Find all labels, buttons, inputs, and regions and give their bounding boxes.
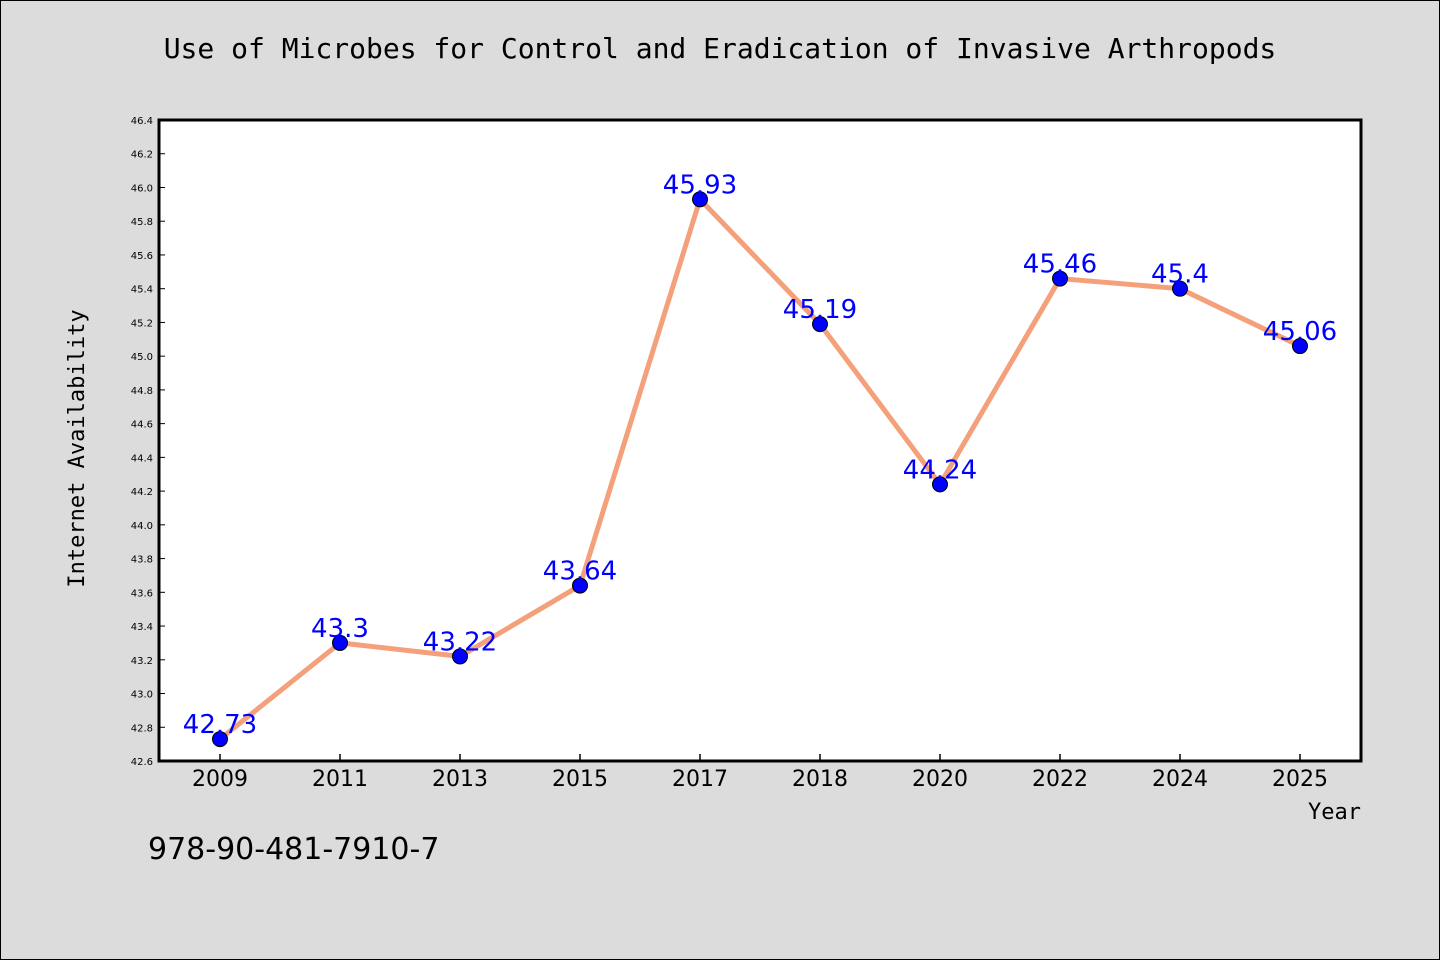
x-tick-label: 2018 <box>792 767 848 792</box>
y-tick-label: 44.4 <box>131 453 153 464</box>
x-tick-label: 2022 <box>1032 767 1088 792</box>
y-tick-label: 44.2 <box>131 487 153 498</box>
y-tick-label: 45.2 <box>131 318 153 329</box>
isbn-text: 978-90-481-7910-7 <box>148 832 440 867</box>
y-axis-label: Internet Availability <box>65 309 90 587</box>
x-tick-label: 2009 <box>192 767 248 792</box>
y-tick-label: 43.6 <box>131 588 153 599</box>
x-tick-label: 2013 <box>432 767 488 792</box>
plot-area <box>157 118 1363 763</box>
data-label: 45.19 <box>783 295 857 325</box>
y-tick-label: 42.8 <box>131 723 153 734</box>
y-tick-label: 45.8 <box>131 217 153 228</box>
data-labels: 42.73 43.3 43.22 43.64 45.93 45.19 44.24 45.46 4… <box>183 170 1337 740</box>
x-tick-label: 2011 <box>312 767 368 792</box>
series-line <box>218 196 1302 742</box>
y-tick-label: 42.6 <box>131 757 153 768</box>
data-point <box>812 316 828 333</box>
y-axis: 42.6 42.8 43.0 43.2 43.4 43.6 43.8 44.0 44.2 44.4… <box>131 116 165 768</box>
y-tick-label: 43.8 <box>131 555 153 566</box>
data-point <box>932 476 948 493</box>
x-tick-label: 2024 <box>1152 767 1208 792</box>
data-label: 44.24 <box>903 455 977 485</box>
y-tick-label: 46.4 <box>131 116 153 127</box>
chart-title: Use of Microbes for Control and Eradicat… <box>163 32 1277 65</box>
data-point <box>332 634 348 651</box>
data-label: 42.73 <box>183 710 257 740</box>
data-point <box>572 577 588 594</box>
y-tick-label: 45.6 <box>131 251 153 262</box>
y-tick-label: 44.6 <box>131 420 153 431</box>
data-label: 45.46 <box>1023 250 1097 280</box>
y-tick-label: 43.2 <box>131 656 153 667</box>
data-point <box>1052 270 1068 287</box>
y-tick-label: 46.0 <box>131 183 153 194</box>
data-label: 43.3 <box>311 614 369 644</box>
x-axis: 2009 2011 2013 2015 2017 2018 2020 2022 2024 2025 <box>192 754 1328 792</box>
y-tick-label: 44.8 <box>131 386 153 397</box>
data-label: 45.4 <box>1151 260 1209 290</box>
x-tick-label: 2020 <box>912 767 968 792</box>
y-tick-label: 43.4 <box>131 622 153 633</box>
data-point <box>212 731 228 748</box>
series-markers <box>212 191 1308 748</box>
x-tick-label: 2015 <box>552 767 608 792</box>
data-label: 45.06 <box>1263 317 1337 347</box>
y-tick-label: 45.0 <box>131 352 153 363</box>
y-tick-label: 44.0 <box>131 521 153 532</box>
x-axis-label: Year <box>1308 800 1361 825</box>
data-label: 43.22 <box>423 627 497 657</box>
data-point <box>1292 338 1308 355</box>
x-tick-label: 2025 <box>1272 767 1328 792</box>
data-point <box>1172 280 1188 297</box>
y-tick-label: 43.0 <box>131 690 153 701</box>
data-point <box>692 191 708 208</box>
y-tick-label: 45.4 <box>131 285 153 296</box>
data-label: 45.93 <box>663 170 737 200</box>
y-tick-label: 46.2 <box>131 150 153 161</box>
data-label: 43.64 <box>543 557 617 587</box>
data-point <box>452 648 468 665</box>
x-tick-label: 2017 <box>672 767 728 792</box>
